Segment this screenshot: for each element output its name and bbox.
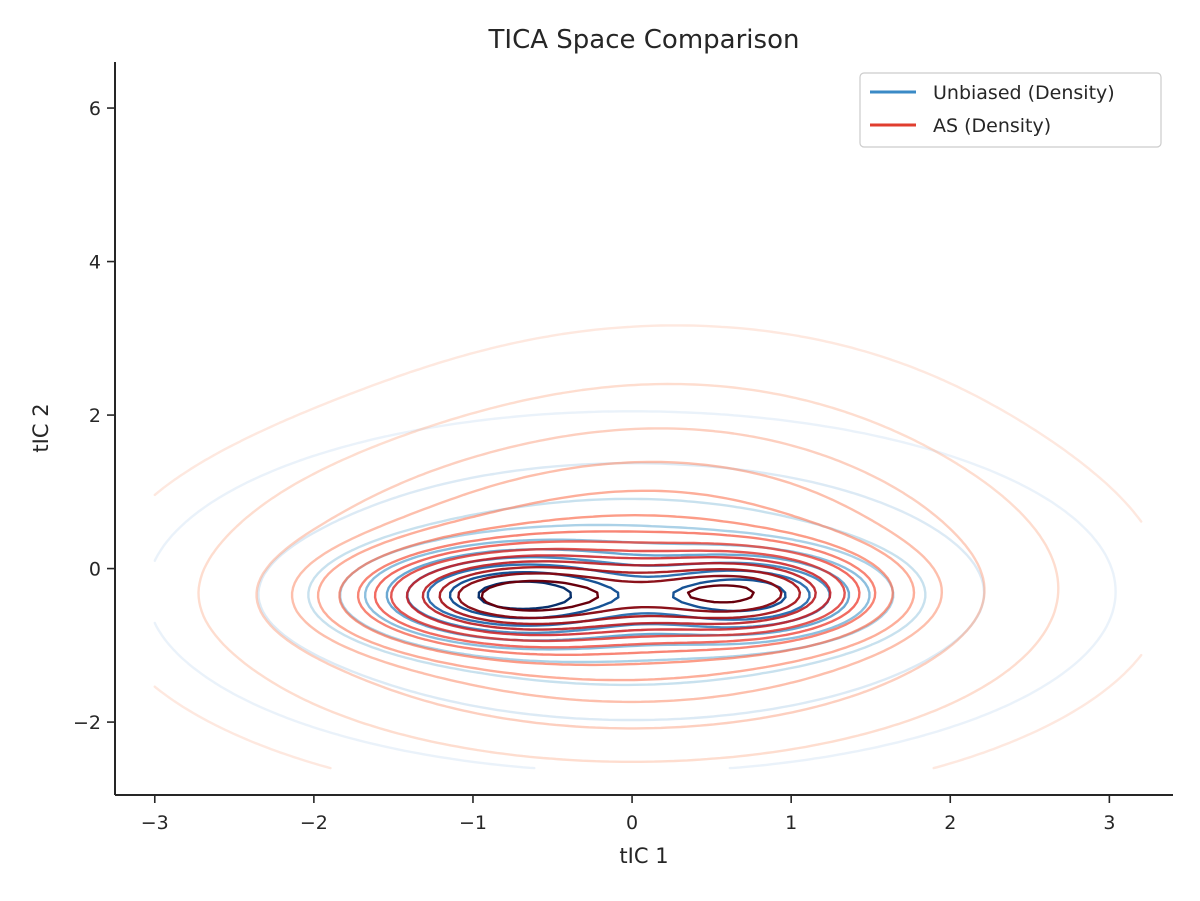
y-tick-label: −2 (73, 712, 101, 734)
legend: Unbiased (Density) AS (Density) (859, 72, 1162, 148)
contour-level-reds-12 (457, 572, 783, 620)
contour-level-reds-7 (373, 540, 861, 649)
x-tick-label: −1 (459, 812, 487, 834)
contour-level-blues-2 (307, 497, 927, 687)
x-tick-label: 1 (785, 812, 797, 834)
y-tick-label: 2 (89, 405, 101, 427)
contour-level-reds-0 (153, 324, 1143, 770)
contour-level-reds-10 (421, 560, 817, 631)
unbiased-density-contours (153, 410, 1117, 770)
legend-label-unbiased: Unbiased (Density) (933, 82, 1115, 104)
x-axis-label: tIC 1 (619, 844, 668, 868)
y-axis-label: tIC 2 (29, 403, 53, 452)
contour-level-reds-2 (255, 427, 986, 730)
legend-frame (859, 72, 1162, 148)
x-tick-label: 2 (944, 812, 956, 834)
x-tick-label: −2 (300, 812, 328, 834)
y-tick-label: 4 (89, 252, 101, 274)
contour-level-reds-3 (290, 460, 943, 704)
contour-level-reds-11 (438, 566, 802, 626)
chart-title: TICA Space Comparison (488, 25, 800, 55)
y-tick-label: 0 (89, 559, 101, 581)
contour-level-reds-5 (338, 514, 894, 667)
legend-label-as: AS (Density) (933, 115, 1051, 137)
contour-level-reds-6 (356, 530, 877, 656)
contour-level-reds-8 (390, 547, 846, 643)
x-tick-label: 3 (1103, 812, 1115, 834)
contour-level-blues-0 (153, 410, 1117, 770)
y-axis-ticks: −2 0 2 4 6 (73, 98, 115, 734)
contour-level-blues-1 (257, 462, 986, 722)
contour-level-reds-4 (316, 489, 916, 682)
contour-level-reds-13 (480, 579, 755, 612)
contour-level-reds-9 (405, 554, 832, 637)
y-tick-label: 6 (89, 98, 101, 120)
as-density-contours (153, 324, 1143, 770)
x-tick-label: 0 (626, 812, 638, 834)
contour-level-reds-1 (197, 382, 1060, 763)
x-axis-ticks: −3 −2 −1 0 1 2 3 (141, 795, 1115, 834)
x-tick-label: −3 (141, 812, 169, 834)
